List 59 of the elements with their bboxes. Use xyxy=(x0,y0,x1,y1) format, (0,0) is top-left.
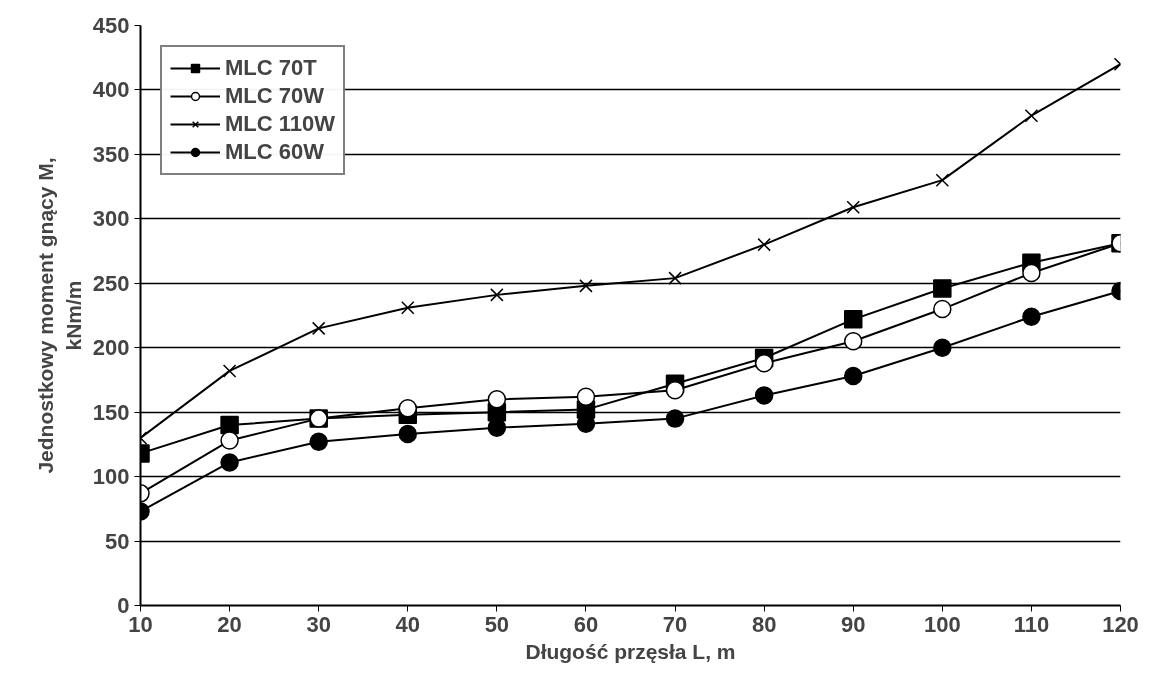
point xyxy=(311,321,326,336)
point xyxy=(398,424,418,444)
point xyxy=(222,364,237,378)
point xyxy=(1022,263,1041,283)
point xyxy=(220,415,239,435)
point xyxy=(933,299,952,319)
point xyxy=(401,301,415,315)
point xyxy=(754,353,774,373)
x-tick-label: 120 xyxy=(1102,611,1139,637)
x-tick-label: 90 xyxy=(840,611,866,637)
point xyxy=(843,366,863,386)
y-tick-label: 400 xyxy=(92,77,130,103)
y-tick-label: 100 xyxy=(92,464,130,490)
x-tick-label: 80 xyxy=(751,611,777,637)
point xyxy=(1024,108,1039,123)
x-tick-label: 60 xyxy=(573,611,599,637)
y-axis-title: Jednostkowy moment gnący M, kNm/m xyxy=(34,157,85,474)
point xyxy=(933,279,952,298)
point xyxy=(309,432,328,452)
x-tick-label: 40 xyxy=(395,611,421,637)
point xyxy=(220,453,239,472)
point xyxy=(846,200,860,214)
point xyxy=(576,387,596,406)
y-tick-label: 450 xyxy=(92,13,130,38)
point xyxy=(843,310,863,329)
point xyxy=(398,399,418,418)
point xyxy=(933,338,952,357)
legend-label: MLC 70T xyxy=(225,55,317,81)
x-axis-title: Długość przęsła L, m xyxy=(525,639,736,663)
point xyxy=(220,431,239,450)
y-tick-label: 0 xyxy=(117,593,130,618)
point xyxy=(843,332,863,351)
point xyxy=(935,173,950,187)
x-tick-label: 30 xyxy=(306,611,331,637)
point xyxy=(665,409,685,428)
legend-label: MLC 110W xyxy=(225,111,336,137)
y-tick-label: 50 xyxy=(105,528,130,554)
y-tick-label: 200 xyxy=(92,335,130,361)
y-tick-label: 350 xyxy=(92,141,130,167)
x-tick-label: 10 xyxy=(128,611,153,637)
y-tick-label: 300 xyxy=(92,206,130,232)
x-tick-label: 110 xyxy=(1013,611,1050,637)
x-tick-label: 70 xyxy=(662,611,688,637)
point xyxy=(668,271,682,285)
y-tick-label: 150 xyxy=(92,399,130,425)
legend-label: MLC 70W xyxy=(225,83,324,109)
point xyxy=(1022,307,1041,327)
y-tick-label: 250 xyxy=(92,270,130,296)
legend-label: MLC 60W xyxy=(225,139,324,165)
point xyxy=(665,381,685,400)
point xyxy=(579,279,593,293)
x-tick-label: 100 xyxy=(923,611,961,637)
point xyxy=(487,390,507,409)
point xyxy=(490,288,504,302)
x-tick-label: 20 xyxy=(217,611,242,637)
point xyxy=(757,237,771,252)
x-tick-label: 50 xyxy=(484,611,510,637)
point xyxy=(754,386,774,405)
point xyxy=(487,418,507,437)
